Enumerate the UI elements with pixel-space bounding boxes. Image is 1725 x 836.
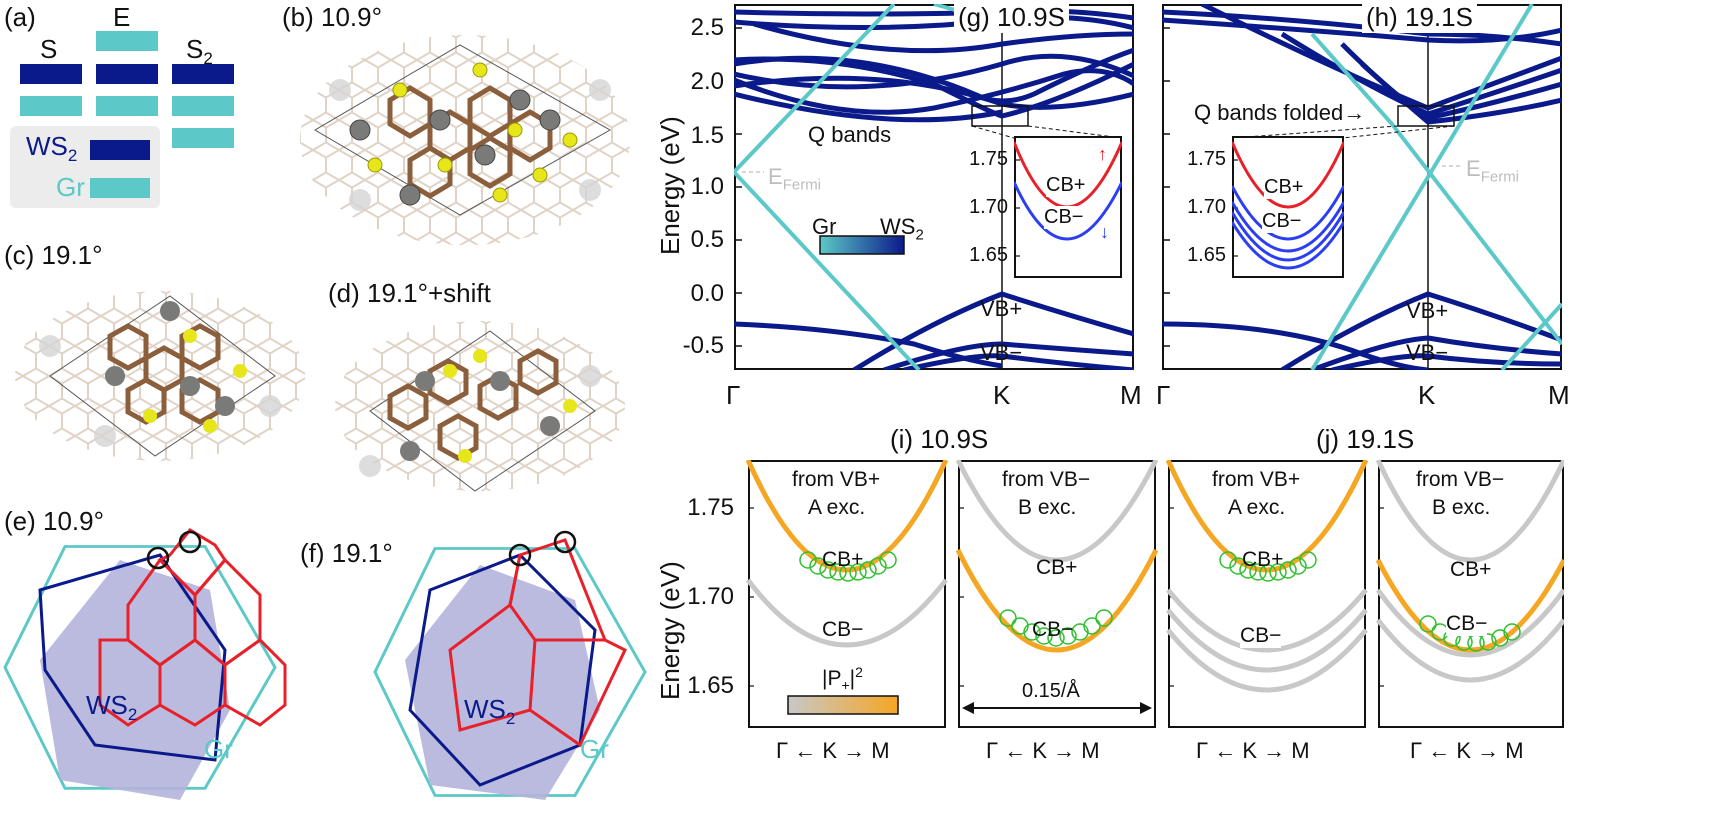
h-xtick-gamma: Γ: [1156, 380, 1171, 410]
legend-gr-bar: [90, 178, 150, 198]
col-label-s: S: [40, 34, 58, 64]
i2-cb-plus: CB+: [1036, 556, 1078, 579]
svg-text:↑: ↑: [1098, 144, 1107, 164]
ij-ytick: 1.65: [687, 672, 734, 699]
h-inset-ytick: 1.65: [1187, 244, 1226, 266]
panel-d-label: (d) 19.1°+shift: [328, 278, 491, 308]
j2-subtitle: B exc.: [1432, 496, 1491, 519]
j2-cb-plus: CB+: [1450, 558, 1492, 581]
g-efermi-label: EFermi: [768, 164, 822, 194]
bar-s2-gr1: [172, 96, 234, 116]
j1-cb-minus: CB−: [1240, 624, 1282, 648]
g-vb-plus: VB+: [980, 296, 1023, 321]
structure-c: [15, 291, 305, 461]
g-xtick-m: M: [1120, 380, 1142, 410]
i2-scale-label: 0.15/Å: [1022, 680, 1080, 702]
h-inset-cb-minus: CB−: [1262, 210, 1302, 233]
g-ytick: 1.0: [690, 173, 724, 200]
panel-i-label: (i) 10.9S: [890, 424, 989, 454]
g-xtick-k: K: [993, 380, 1011, 410]
g-ytick: 0.0: [690, 280, 724, 307]
bar-s2-gr2: [172, 128, 234, 148]
e-ws2-label: WS2: [86, 690, 138, 725]
h-q-bands-label: Q bands folded→: [1194, 100, 1366, 126]
bz-diagram-f: [373, 530, 647, 800]
ij-ytick: 1.70: [687, 583, 734, 610]
f-gr-label: Gr: [580, 734, 609, 764]
h-efermi-label: EFermi: [1466, 156, 1520, 186]
panel-f-label: (f) 19.1°: [300, 538, 393, 568]
i2-title: from VB−: [1002, 468, 1091, 491]
legend-ws2-bar: [90, 140, 150, 160]
structure-b: [300, 35, 630, 245]
g-ytick: 0.5: [690, 226, 724, 253]
structure-d: [335, 321, 625, 492]
bar-e-gr1: [96, 31, 158, 51]
h-inset-ytick: 1.70: [1187, 196, 1226, 218]
g-vb-minus: VB−: [980, 340, 1023, 365]
bar-e-ws2: [96, 64, 158, 84]
j1-subtitle: A exc.: [1228, 496, 1286, 519]
h-inset-ytick: 1.75: [1187, 148, 1226, 170]
i2-subtitle: B exc.: [1018, 496, 1077, 519]
col-label-e: E: [113, 2, 131, 32]
legend-ws2-label: WS2: [26, 131, 78, 166]
i2-cb-minus: CB−: [1032, 618, 1074, 641]
h-xtick-k: K: [1418, 380, 1436, 410]
i1-colorbar-label: |P+|2: [822, 664, 863, 694]
g-xtick-gamma: Γ: [726, 380, 741, 410]
panel-c-label: (c) 19.1°: [4, 240, 103, 270]
h-title: (h) 19.1S: [1362, 2, 1477, 33]
panel-a-label: (a): [4, 2, 36, 32]
j2-xlabel: Γ ← K → M: [1410, 738, 1524, 763]
h-inset-cb-plus: CB+: [1264, 176, 1304, 199]
i1-xlabel: Γ ← K → M: [776, 738, 890, 763]
g-title: (g) 10.9S: [954, 2, 1069, 33]
e-gr-label: Gr: [204, 734, 233, 764]
legend-gr-label: Gr: [56, 172, 85, 202]
h-xtick-m: M: [1548, 380, 1570, 410]
bz-diagram-e: [3, 528, 287, 800]
j1-title: from VB+: [1212, 468, 1301, 491]
bar-s2-ws2: [172, 64, 234, 84]
bar-s-gr: [20, 96, 82, 116]
j2-cb-minus: CB−: [1446, 612, 1488, 636]
g-cbar-ws2-label: WS2: [880, 214, 924, 244]
svg-text:↓: ↓: [1100, 222, 1109, 242]
h-vb-minus: VB−: [1406, 340, 1449, 365]
g-inset-ytick: 1.75: [969, 148, 1008, 170]
h-vb-plus: VB+: [1406, 298, 1449, 323]
g-inset-cb-minus: CB−: [1044, 206, 1084, 229]
g-inset-cb-plus: CB+: [1046, 174, 1086, 197]
bar-e-gr2: [96, 96, 158, 116]
j1-xlabel: Γ ← K → M: [1196, 738, 1310, 763]
i2-xlabel: Γ ← K → M: [986, 738, 1100, 763]
g-cbar-gr-label: Gr: [812, 214, 837, 239]
col-label-s2: S2: [186, 34, 213, 69]
g-ytick: 2.0: [690, 68, 724, 95]
i1-cb-plus: CB+: [822, 548, 864, 571]
g-ytick: 2.5: [690, 14, 724, 41]
j2-title: from VB−: [1416, 468, 1505, 491]
g-ytick: -0.5: [682, 332, 724, 359]
g-inset-ytick: 1.70: [969, 196, 1008, 218]
band-plot-h: [1162, 4, 1562, 370]
exciton-plots: [745, 460, 1564, 728]
g-q-bands-label: Q bands: [808, 122, 892, 147]
panel-b-label: (b) 10.9°: [282, 2, 383, 32]
bar-s-ws2: [20, 64, 82, 84]
j1-cb-plus: CB+: [1242, 548, 1284, 571]
ij-ytick: 1.75: [687, 494, 734, 521]
i1-subtitle: A exc.: [808, 496, 866, 519]
i1-title: from VB+: [792, 468, 881, 491]
g-inset-ytick: 1.65: [969, 244, 1008, 266]
i1-cb-minus: CB−: [822, 618, 864, 641]
panel-j-label: (j) 19.1S: [1316, 424, 1415, 454]
panel-e-label: (e) 10.9°: [4, 506, 105, 536]
g-ytick: 1.5: [690, 122, 724, 149]
h-inset-plot: [1232, 136, 1344, 278]
f-ws2-label: WS2: [464, 694, 516, 729]
